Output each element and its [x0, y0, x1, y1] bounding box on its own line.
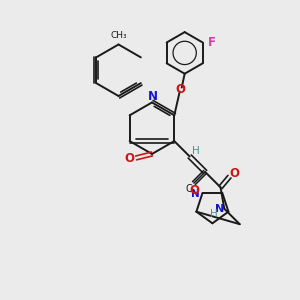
Text: CH₃: CH₃	[110, 31, 127, 40]
Text: N: N	[190, 189, 199, 199]
Text: O: O	[176, 83, 186, 96]
Text: H: H	[192, 146, 200, 156]
Text: N: N	[215, 204, 224, 214]
Text: N: N	[148, 90, 158, 103]
Text: O: O	[124, 152, 134, 165]
Text: C: C	[186, 184, 192, 194]
Text: F: F	[208, 36, 216, 49]
Text: O: O	[230, 167, 239, 180]
Text: O: O	[190, 184, 200, 197]
Text: H: H	[209, 209, 217, 219]
